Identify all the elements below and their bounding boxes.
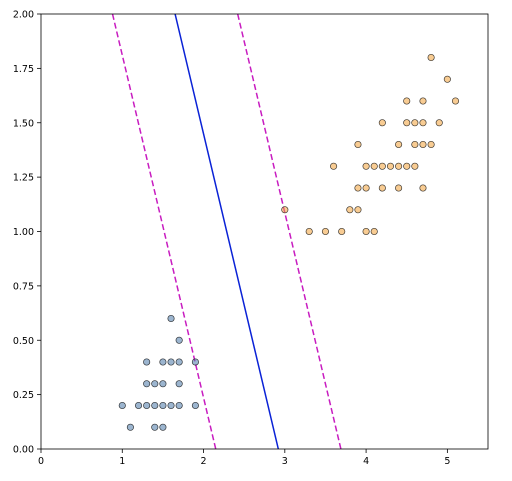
series-1-point — [435, 119, 443, 127]
series-1-point — [395, 140, 403, 149]
decision-boundary-line — [174, 14, 280, 449]
x-tick-label: 5 — [444, 456, 450, 467]
series-1-point — [378, 162, 386, 170]
series-0-point — [175, 380, 183, 388]
series-1-point — [411, 140, 419, 149]
series-1-point — [419, 184, 427, 192]
series-1-point — [362, 227, 370, 236]
y-tick-label: 0.50 — [13, 336, 34, 347]
series-1-point — [443, 75, 451, 83]
series-0-point — [126, 423, 134, 431]
series-1-point — [403, 97, 411, 105]
x-tick-label: 0 — [38, 456, 44, 467]
y-tick-label: 0.75 — [13, 281, 34, 292]
series-0-point — [159, 423, 167, 431]
margin-upper-line — [236, 14, 342, 449]
series-0-point — [134, 401, 143, 410]
series-1-point — [305, 227, 313, 236]
y-tick-label: 1.00 — [13, 227, 34, 238]
series-0-point — [167, 358, 175, 366]
y-axis: 0.00 0.25 0.50 0.75 1.00 1.25 1.50 1.75 2.00 — [13, 10, 41, 456]
series-1-point — [378, 184, 386, 192]
series-0-point — [151, 380, 159, 388]
y-tick-label: 0.25 — [13, 390, 34, 401]
series-0-point — [159, 401, 167, 410]
series-1-point — [346, 206, 354, 214]
series-1-point — [403, 119, 411, 127]
series-1-point — [354, 206, 362, 214]
series-1-point — [395, 184, 403, 192]
plot-area — [40, 13, 489, 450]
series-0-point — [191, 358, 199, 366]
y-tick-label: 2.00 — [13, 10, 34, 21]
series-0-point — [159, 380, 167, 388]
series-1-point — [411, 119, 419, 127]
series-0-point — [175, 401, 183, 410]
series-0-point — [167, 314, 175, 323]
series-1-point — [378, 119, 386, 127]
y-tick-label: 1.50 — [13, 118, 34, 129]
series-1-point — [403, 162, 411, 170]
series-0-point — [175, 336, 183, 344]
series-1-point — [419, 97, 427, 105]
data-points — [118, 53, 460, 431]
series-0-point — [143, 358, 151, 366]
x-tick-label: 3 — [282, 456, 288, 467]
axes-background — [41, 14, 488, 449]
series-0-point — [151, 423, 159, 431]
series-1-point — [338, 227, 346, 236]
series-1-point — [321, 227, 330, 236]
series-1-point — [370, 227, 378, 236]
series-1-point — [411, 162, 419, 170]
series-1-point — [419, 119, 427, 127]
series-1-point — [362, 162, 370, 170]
x-tick-label: 4 — [363, 456, 369, 467]
series-0-point — [191, 401, 199, 410]
x-tick-label: 2 — [201, 456, 207, 467]
x-tick-label: 1 — [119, 456, 125, 467]
series-1-point — [419, 140, 427, 149]
series-0-point — [143, 401, 151, 410]
y-tick-label: 1.75 — [13, 64, 34, 75]
series-1-point — [354, 184, 362, 192]
series-1-point — [427, 53, 435, 62]
margin-lower-line — [111, 14, 217, 449]
y-tick-label: 1.25 — [13, 173, 34, 184]
series-1-point — [330, 162, 338, 170]
series-1-point — [281, 206, 289, 214]
series-0-point — [118, 401, 126, 410]
series-1-point — [354, 140, 362, 149]
series-1-point — [451, 97, 460, 105]
series-1-point — [395, 162, 403, 170]
series-0-point — [159, 358, 167, 366]
y-tick-label: 0.00 — [13, 445, 34, 456]
boundary-lines — [111, 14, 342, 449]
series-1-point — [362, 184, 370, 192]
series-1-point — [427, 140, 435, 149]
series-0-point — [143, 380, 151, 388]
series-1-point — [370, 162, 378, 170]
x-axis: 0 1 2 3 4 5 — [38, 449, 450, 467]
series-1-point — [386, 162, 395, 170]
series-0-point — [167, 401, 175, 410]
series-0-point — [151, 401, 159, 410]
series-0-point — [175, 358, 183, 366]
